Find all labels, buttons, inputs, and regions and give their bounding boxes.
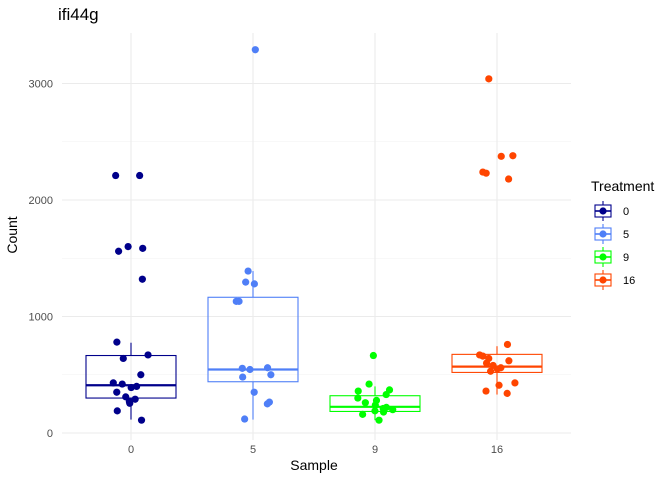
data-point-9 [365,380,373,388]
legend-label: 5 [623,229,629,241]
data-point-5 [246,365,254,374]
legend-key-5 [594,224,612,244]
data-point-0 [112,171,120,180]
data-point-0 [138,275,146,283]
points [109,46,519,424]
x-axis-title: Sample [290,457,338,473]
data-point-0 [113,338,121,346]
legend-label: 9 [623,252,629,264]
data-point-0 [118,380,126,388]
data-point-16 [505,175,513,183]
data-point-5 [241,415,249,423]
data-point-9 [369,351,377,360]
data-point-0 [127,383,135,392]
boxes [85,271,543,421]
data-point-16 [482,387,490,395]
data-point-16 [486,367,495,375]
data-point-16 [482,359,491,367]
data-point-5 [232,297,240,305]
data-point-0 [113,388,121,396]
data-point-0 [119,354,127,363]
legend-title: Treatment [591,178,654,194]
data-point-0 [124,243,132,251]
data-point-16 [495,381,503,389]
data-point-9 [382,390,390,399]
y-tick-label: 0 [47,428,53,440]
data-point-16 [497,152,505,160]
data-point-5 [263,364,272,372]
x-tick-label: 16 [491,444,503,456]
data-point-0 [115,247,123,255]
y-axis-ticks: 0 1000 2000 3000 [29,79,53,441]
data-point-9 [371,407,379,415]
data-point-16 [503,389,511,397]
data-point-5 [250,280,258,288]
chart-title: ifi44g [58,5,99,24]
data-point-16 [485,75,493,83]
data-point-9 [375,416,383,424]
data-point-5 [239,373,247,381]
y-tick-label: 1000 [29,312,53,324]
y-tick-label: 3000 [29,79,53,91]
box-rect [207,296,299,383]
data-point-16 [493,365,501,373]
data-point-16 [503,340,512,349]
data-point-9 [379,408,388,416]
legend-label: 16 [623,275,635,287]
data-point-16 [482,169,490,177]
data-point-9 [354,387,362,395]
data-point-5 [244,267,252,275]
legend-key-9 [594,247,612,267]
data-point-9 [359,410,367,418]
data-point-5 [242,278,250,286]
data-point-9 [361,399,369,407]
legend-label: 0 [623,206,629,218]
grid [62,33,571,440]
data-point-0 [126,399,134,407]
y-axis-title: Count [4,216,20,253]
box-rect [85,354,177,399]
x-axis-ticks: 0 5 9 16 [128,444,503,456]
legend-key-16 [594,270,612,290]
data-point-0 [139,244,147,252]
data-point-0 [113,407,121,415]
data-point-16 [479,352,487,360]
data-point-0 [133,382,141,390]
data-point-0 [137,416,146,424]
data-point-5 [251,46,259,54]
data-point-16 [509,152,517,160]
legend: Treatment 0 5 9 16 [591,178,654,290]
x-tick-label: 0 [128,444,134,456]
data-point-9 [371,401,379,409]
data-point-5 [267,371,275,379]
data-point-9 [389,406,397,414]
data-point-0 [131,395,139,403]
x-tick-label: 5 [250,444,256,456]
data-point-5 [250,388,258,396]
data-point-0 [136,171,144,180]
y-tick-label: 2000 [29,195,53,207]
data-point-0 [144,351,152,359]
data-point-0 [137,371,145,379]
x-tick-label: 9 [372,444,378,456]
data-point-0 [109,379,117,387]
legend-key-0 [594,201,612,221]
data-point-9 [354,394,362,402]
data-point-5 [263,400,271,408]
data-point-16 [505,357,513,365]
data-point-5 [238,364,246,372]
data-point-16 [511,379,519,387]
